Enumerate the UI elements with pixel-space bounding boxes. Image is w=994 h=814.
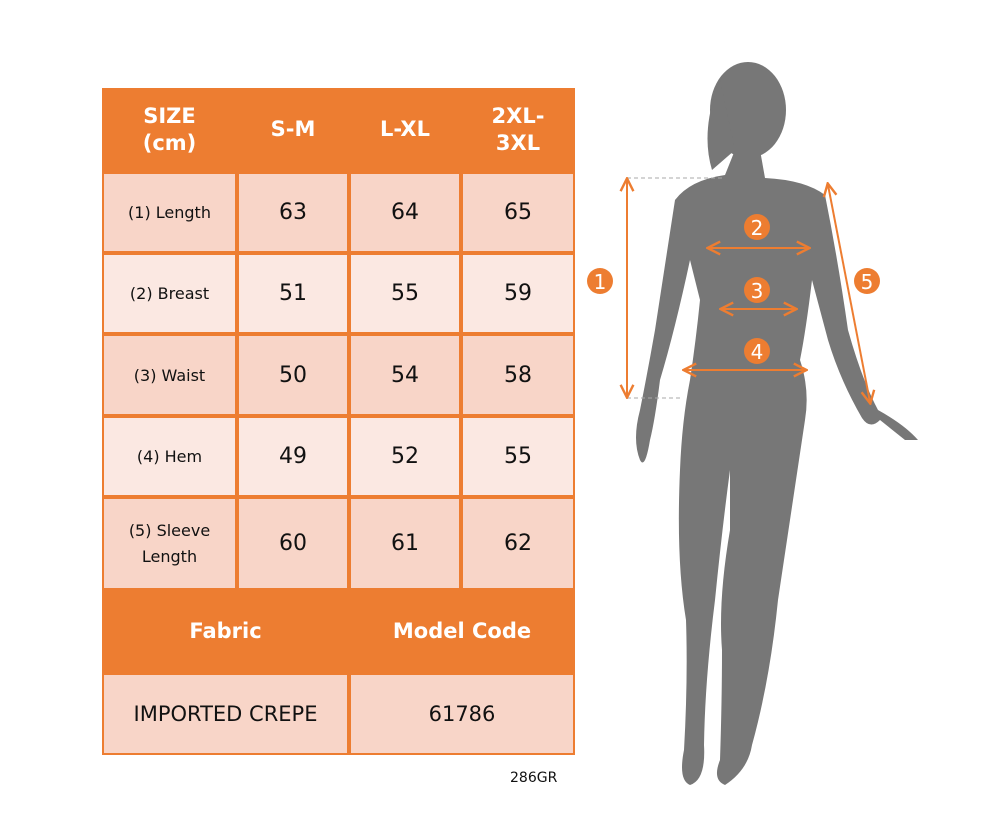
cell-value: 64 <box>349 172 461 253</box>
cell-value: 65 <box>461 172 575 253</box>
header-l-xl: L-XL <box>349 88 461 172</box>
cell-value: 58 <box>461 334 575 416</box>
row-label: (2) Breast <box>102 253 237 334</box>
marker-4-label: 4 <box>751 340 764 364</box>
cell-value: 61 <box>349 497 461 590</box>
marker-2-label: 2 <box>751 216 764 240</box>
marker-badges: 1 2 3 4 5 <box>587 214 880 364</box>
header-model-code: Model Code <box>349 590 575 673</box>
measure-arrows <box>627 180 870 402</box>
cell-value: 54 <box>349 334 461 416</box>
table-row: (1) Length 63 64 65 <box>102 172 575 253</box>
table-row: (2) Breast 51 55 59 <box>102 253 575 334</box>
header-s-m: S-M <box>237 88 349 172</box>
cell-value: 63 <box>237 172 349 253</box>
cell-value: 60 <box>237 497 349 590</box>
marker-5-label: 5 <box>861 270 874 294</box>
marker-1-icon <box>587 268 613 294</box>
header-size: SIZE (cm) <box>102 88 237 172</box>
table-row: (3) Waist 50 54 58 <box>102 334 575 416</box>
model-code-value: 61786 <box>349 673 575 755</box>
header-fabric: Fabric <box>102 590 349 673</box>
row-label: (3) Waist <box>102 334 237 416</box>
guide-lines <box>627 177 725 399</box>
cell-value: 62 <box>461 497 575 590</box>
cell-value: 49 <box>237 416 349 497</box>
marker-2-icon <box>744 214 770 240</box>
marker-1-label: 1 <box>594 270 607 294</box>
footer-header-row: Fabric Model Code <box>102 590 575 673</box>
marker-3-label: 3 <box>751 279 764 303</box>
header-row: SIZE (cm) S-M L-XL 2XL-3XL <box>102 88 575 172</box>
row-label: (4) Hem <box>102 416 237 497</box>
header-2xl-3xl: 2XL-3XL <box>461 88 575 172</box>
row-label: (5) Sleeve Length <box>102 497 237 590</box>
cell-value: 59 <box>461 253 575 334</box>
footer-row: IMPORTED CREPE 61786 <box>102 673 575 755</box>
product-code: 286GR <box>510 770 558 786</box>
cell-value: 51 <box>237 253 349 334</box>
cell-value: 52 <box>349 416 461 497</box>
row-label: (1) Length <box>102 172 237 253</box>
cell-value: 55 <box>461 416 575 497</box>
size-table: SIZE (cm) S-M L-XL 2XL-3XL (1) Length 63… <box>102 88 575 755</box>
table-row: (5) Sleeve Length 60 61 62 <box>102 497 575 590</box>
cell-value: 55 <box>349 253 461 334</box>
table-row: (4) Hem 49 52 55 <box>102 416 575 497</box>
woman-silhouette <box>636 62 918 785</box>
marker-4-icon <box>744 338 770 364</box>
marker-5-icon <box>854 268 880 294</box>
fabric-value: IMPORTED CREPE <box>102 673 349 755</box>
marker-3-icon <box>744 277 770 303</box>
cell-value: 50 <box>237 334 349 416</box>
